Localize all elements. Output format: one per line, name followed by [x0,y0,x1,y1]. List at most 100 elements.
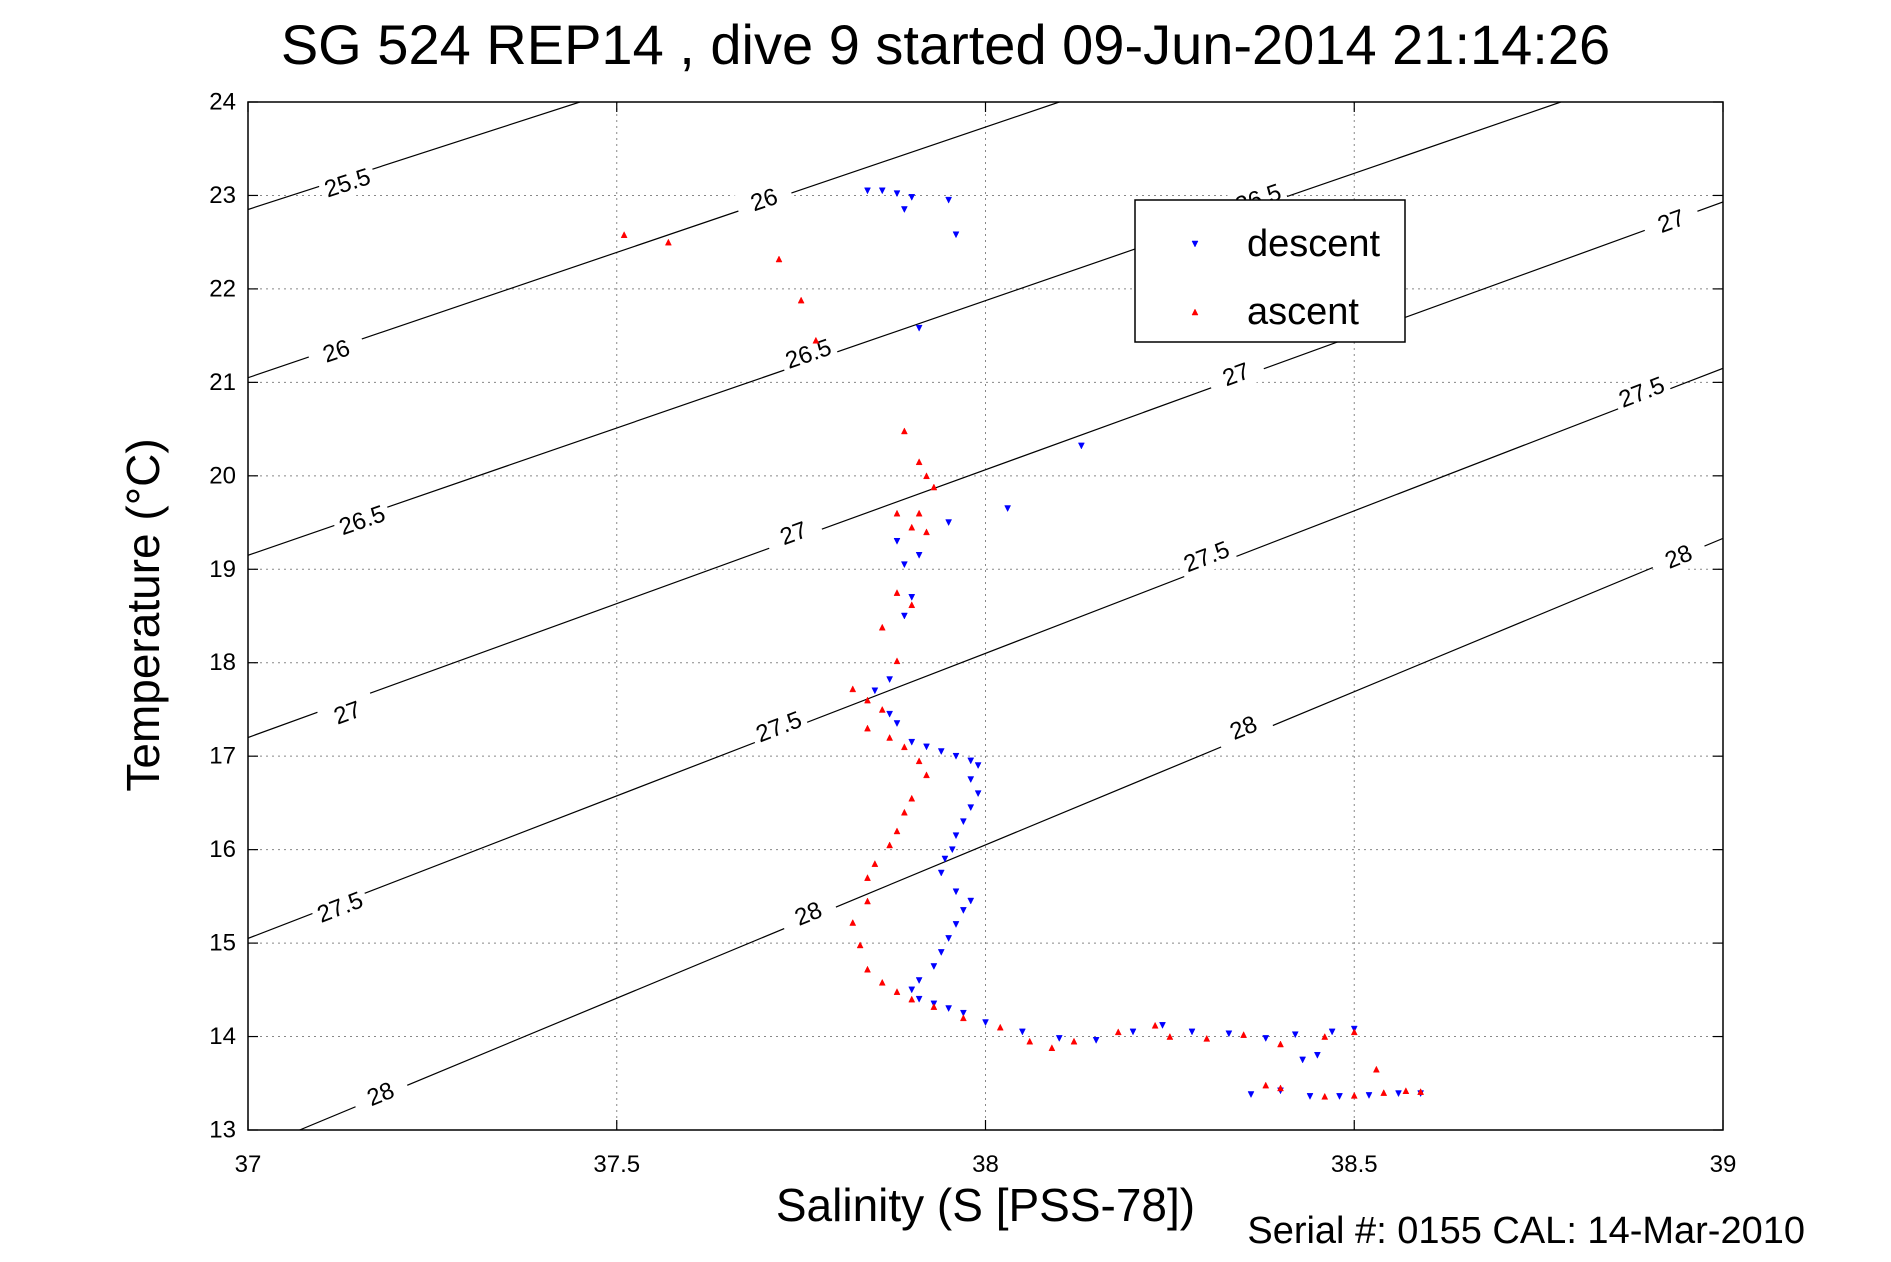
descent-point [945,519,953,527]
descent-point [1247,1091,1255,1099]
descent-point [1336,1093,1343,1100]
density-contour-line [248,367,1723,939]
ascent-point [1048,1044,1056,1052]
x-tick-label: 38 [972,1151,999,1178]
x-tick-label: 39 [1710,1151,1737,1178]
ascent-point [996,1023,1004,1031]
ascent-point [923,771,930,779]
ascent-point [878,623,886,631]
ascent-point [864,874,871,881]
ascent-point [1350,1028,1358,1036]
descent-point [1004,505,1012,513]
descent-point [886,676,894,684]
descent-point [923,743,930,751]
descent-point [930,963,938,971]
descent-point [952,888,960,896]
descent-point [915,977,923,985]
x-tick-label: 37 [235,1151,262,1178]
descent-point [915,324,923,332]
descent-point [900,561,908,569]
axes: 37 37.5 38 38.5 39 13 14 15 16 17 18 19 20 21 22 23 24 [209,89,1736,1179]
y-tick-label: 19 [209,556,236,583]
density-contour-line [248,102,1561,556]
ascent-point [849,685,857,693]
ascent-point [1262,1081,1270,1089]
legend-marker-ascent [1191,308,1199,316]
descent-point [908,986,916,994]
x-axis-label: Salinity (S [PSS-78]) [775,1179,1196,1231]
y-tick-label: 21 [209,369,236,396]
descent-point [1225,1030,1233,1038]
ascent-point [893,657,901,665]
descent-point [1129,1028,1137,1036]
descent-point [967,757,975,765]
descent-point [900,612,908,620]
y-tick-label: 13 [209,1117,236,1144]
descent-point [941,855,949,863]
ascent-point [878,978,886,986]
ascent-point [878,705,886,713]
plot-frame [247,101,1724,1131]
descent-point [1262,1035,1270,1042]
legend-marker-descent [1191,240,1199,248]
ascent-point [1417,1088,1425,1095]
contour-label: 26.5 [782,334,835,375]
ascent-point [1203,1034,1211,1042]
x-tick-label: 38.5 [1331,1151,1378,1178]
density-contour-line [299,537,1723,1130]
y-tick-label: 17 [209,743,236,770]
ascent-point [908,995,916,1003]
y-tick-label: 16 [209,836,236,863]
y-tick-label: 15 [209,930,236,957]
y-tick-label: 14 [209,1023,236,1050]
ascent-point [775,255,783,263]
descent-point [908,738,916,746]
descent-point [915,995,923,1003]
descent-point [967,897,975,905]
legend-box [1134,199,1406,343]
descent-point [952,231,960,239]
descent-point [915,552,923,559]
descent-point [908,194,916,201]
descent-point [959,907,967,914]
ascent-point [1321,1092,1329,1100]
ascent-point [1350,1091,1358,1099]
ascent-point [856,941,864,949]
y-tick-label: 20 [209,462,236,489]
descent-point [952,752,960,760]
ascent-point [1277,1084,1284,1092]
contour-label: 25.5 [321,163,374,203]
ascent-point [908,601,916,609]
ascent-point [893,509,901,517]
y-axis-label: Temperature (°C) [117,438,169,792]
descent-point [1395,1090,1402,1098]
descent-point [952,832,960,840]
descent-point [937,949,945,956]
ascent-point [797,296,805,304]
serial-calibration-footer: Serial #: 0155 CAL: 14-Mar-2010 [1247,1210,1805,1252]
ascent-point [900,808,908,816]
ascent-point [893,988,901,995]
ascent-point [908,523,916,531]
descent-point [886,710,894,718]
ascent-point [915,509,923,517]
descent-point [1018,1028,1026,1036]
descent-point [1328,1028,1336,1036]
ascent-point [886,841,894,849]
density-contour-line [248,201,1723,739]
descent-point [878,187,886,195]
ascent-point [864,965,871,973]
descent-point [982,1019,989,1027]
ascent-point [930,1003,938,1010]
ascent-point [893,827,901,835]
descent-point [967,776,975,784]
ascent-point [871,860,879,867]
descent-point [948,846,956,854]
descent-point [1092,1037,1100,1044]
ascent-point [812,336,820,344]
descent-point [1313,1051,1321,1059]
descent-point [1077,442,1085,450]
ascent-point [620,231,628,238]
contour-label: 26.5 [336,500,389,541]
